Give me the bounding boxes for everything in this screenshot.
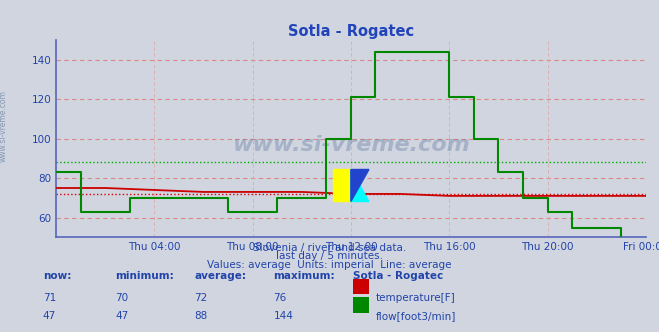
- Text: 47: 47: [115, 311, 129, 321]
- Text: 70: 70: [115, 293, 129, 303]
- Text: now:: now:: [43, 271, 71, 281]
- Text: Slovenia / river and sea data.: Slovenia / river and sea data.: [253, 243, 406, 253]
- Text: maximum:: maximum:: [273, 271, 335, 281]
- Text: temperature[F]: temperature[F]: [376, 293, 455, 303]
- Text: Sotla - Rogatec: Sotla - Rogatec: [353, 271, 443, 281]
- Text: minimum:: minimum:: [115, 271, 174, 281]
- Text: 72: 72: [194, 293, 208, 303]
- Text: 71: 71: [43, 293, 56, 303]
- Text: 76: 76: [273, 293, 287, 303]
- Polygon shape: [351, 170, 369, 202]
- Title: Sotla - Rogatec: Sotla - Rogatec: [288, 24, 414, 39]
- Text: 144: 144: [273, 311, 293, 321]
- Text: 47: 47: [43, 311, 56, 321]
- Polygon shape: [351, 170, 369, 202]
- Bar: [333, 170, 351, 202]
- Text: Values: average  Units: imperial  Line: average: Values: average Units: imperial Line: av…: [207, 260, 452, 270]
- Text: www.si-vreme.com: www.si-vreme.com: [232, 134, 470, 154]
- Text: last day / 5 minutes.: last day / 5 minutes.: [276, 251, 383, 261]
- Text: www.si-vreme.com: www.si-vreme.com: [0, 90, 8, 162]
- Text: average:: average:: [194, 271, 246, 281]
- Text: flow[foot3/min]: flow[foot3/min]: [376, 311, 456, 321]
- Text: 88: 88: [194, 311, 208, 321]
